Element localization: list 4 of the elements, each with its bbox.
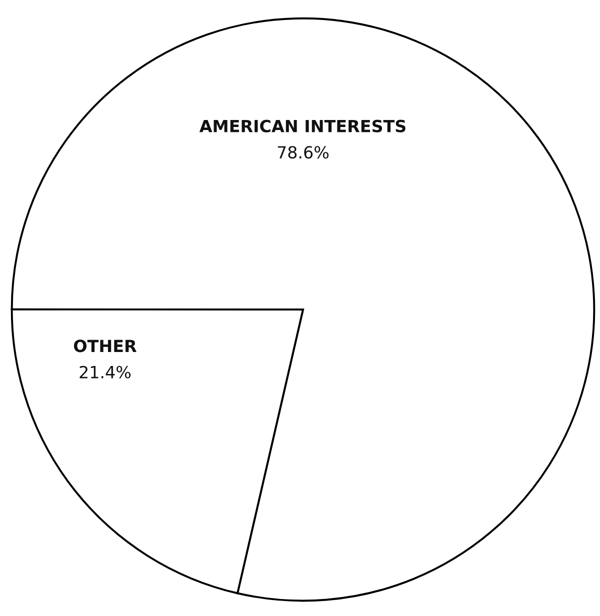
slice-label: AMERICAN INTERESTS	[199, 120, 406, 132]
slice-label: OTHER	[74, 340, 137, 352]
data-label: 21.4%	[80, 366, 131, 378]
data-label: 78.6%	[278, 146, 329, 159]
